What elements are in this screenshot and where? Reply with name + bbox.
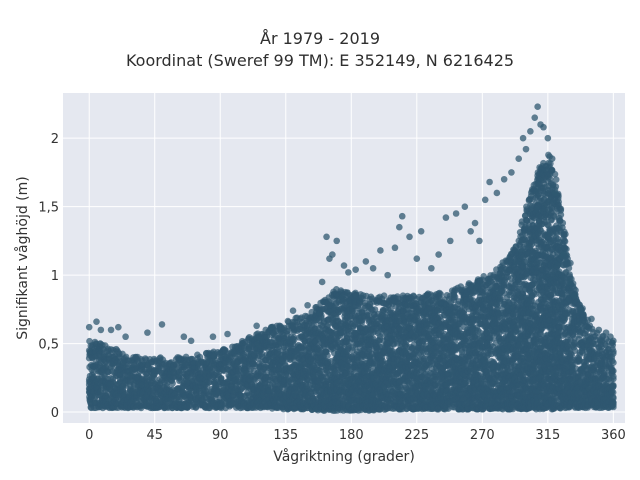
point-cloud (85, 151, 617, 415)
data-point-3626 (380, 292, 388, 300)
data-point-751 (169, 380, 176, 387)
chart-subtitle: Koordinat (Sweref 99 TM): E 352149, N 62… (125, 51, 515, 70)
chart-title: År 1979 - 2019 (260, 29, 380, 48)
data-point-2552 (324, 352, 331, 359)
